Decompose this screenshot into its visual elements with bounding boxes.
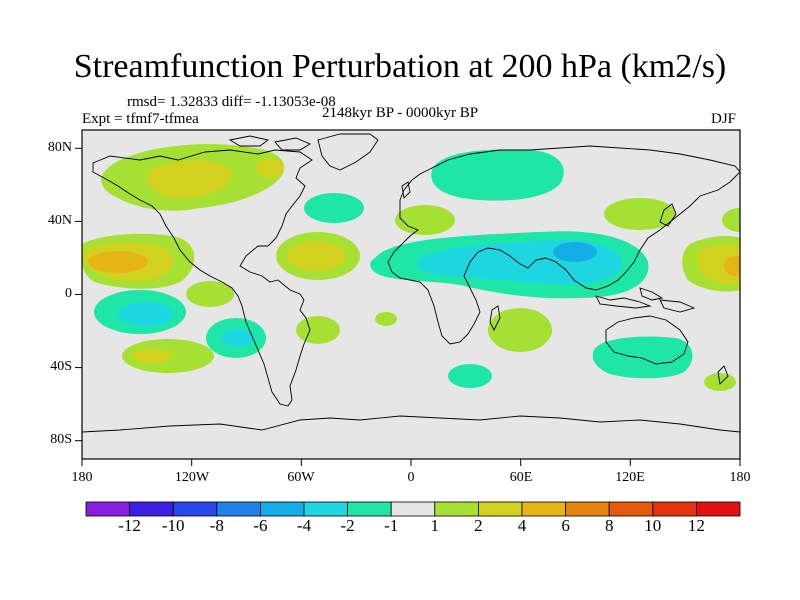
colorbar-label: -1	[384, 516, 399, 535]
x-tick-label: 120W	[174, 470, 210, 485]
colorbar-swatch	[608, 501, 654, 517]
colorbar-swatch	[390, 501, 436, 517]
colorbar-swatch	[521, 501, 566, 517]
anomaly-north-atlantic	[304, 193, 364, 223]
y-tick-label: 0	[65, 286, 72, 301]
colorbar-swatch	[259, 501, 305, 517]
y-tick-label: 80S	[50, 432, 72, 447]
anomaly-south-pacific-high	[186, 281, 234, 307]
colorbar-swatch	[434, 501, 479, 517]
anomaly-south-pacific-low	[94, 290, 186, 334]
anomaly-north-america	[101, 144, 285, 211]
anomaly-atlantic-north	[276, 232, 360, 280]
contour-fields	[82, 144, 740, 391]
x-tick-label: 180	[71, 470, 93, 485]
colorbar-swatch	[172, 501, 218, 517]
colorbar-label: -2	[340, 516, 355, 535]
colorbar-label: -8	[209, 516, 224, 535]
colorbar-label: 8	[604, 516, 614, 535]
colorbar-label: -6	[253, 516, 268, 535]
anomaly-south-pacific-east	[122, 339, 214, 373]
colorbar-swatch	[85, 501, 130, 517]
y-tick-label: 80N	[47, 140, 72, 155]
colorbar-label: 10	[644, 516, 662, 535]
colorbar-swatch	[565, 501, 610, 517]
colorbar-label: -4	[296, 516, 312, 535]
season-label: DJF	[711, 111, 737, 127]
anomaly-pacific-north	[82, 233, 740, 292]
x-tick-label: 60E	[509, 470, 533, 485]
x-tick-label: 180	[729, 470, 751, 485]
anomaly-tropical-belt	[370, 231, 649, 299]
colorbar-label: -12	[118, 516, 141, 535]
chart-title: Streamfunction Perturbation at 200 hPa (…	[73, 48, 727, 85]
experiment-label: Expt = tfmf7-tfmea	[82, 111, 199, 127]
anomaly-indian-ocean	[448, 308, 552, 388]
x-tick-label: 0	[407, 470, 415, 485]
colorbar-label: 1	[430, 516, 440, 535]
anomaly-japan	[604, 198, 740, 232]
anomaly-eurasia-north	[431, 149, 564, 201]
anomaly-mediterranean	[395, 205, 455, 235]
colorbar-swatch	[696, 501, 741, 517]
colorbar-label: 12	[687, 516, 705, 535]
colorbar-swatch	[347, 501, 392, 517]
y-tick-label: 40S	[50, 359, 72, 374]
axis-ticks	[75, 147, 741, 466]
anomaly-south-america-low	[206, 318, 266, 358]
colorbar	[85, 501, 741, 517]
colorbar-swatch	[303, 501, 348, 517]
coastlines	[82, 133, 740, 433]
period-label: 2148kyr BP - 0000kyr BP	[322, 105, 479, 121]
x-tick-label: 120E	[615, 470, 645, 485]
colorbar-label: 4	[517, 516, 527, 535]
colorbar-label: 2	[474, 516, 483, 535]
colorbar-swatch	[129, 501, 174, 517]
colorbar-swatch	[216, 501, 261, 517]
colorbar-label: -10	[161, 516, 185, 535]
colorbar-swatch	[477, 501, 523, 517]
stats-label: rmsd= 1.32833 diff= -1.13053e-08	[127, 94, 336, 110]
colorbar-swatch	[652, 501, 697, 517]
colorbar-label: 6	[561, 516, 570, 535]
x-tick-label: 60W	[287, 470, 315, 485]
y-tick-label: 40N	[47, 213, 72, 228]
